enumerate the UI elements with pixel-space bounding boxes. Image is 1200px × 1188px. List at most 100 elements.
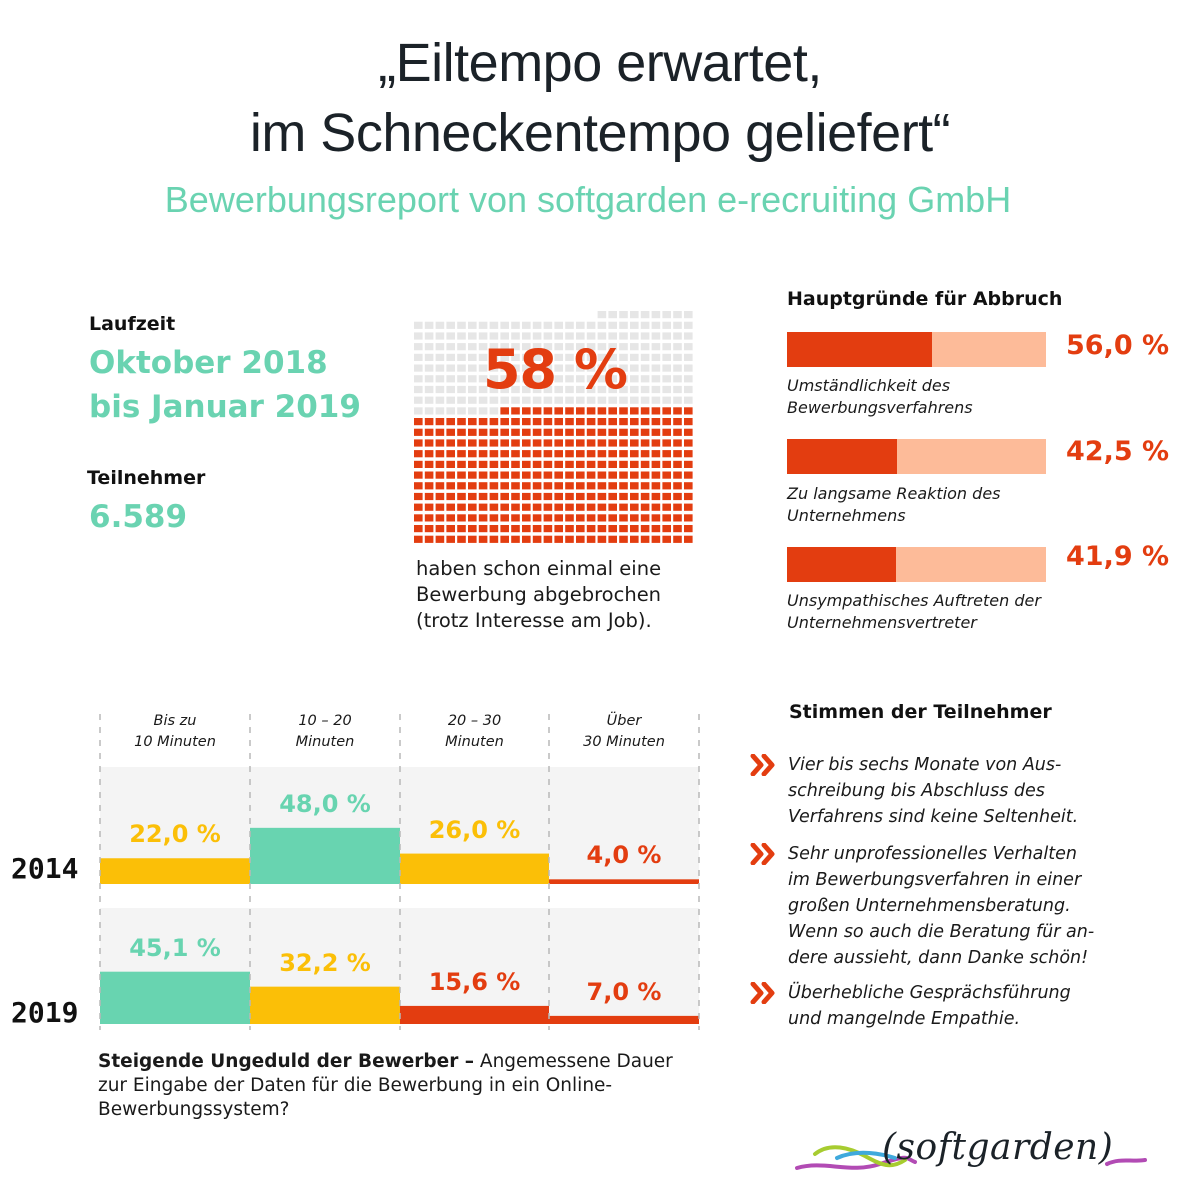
waffle-cell-filled bbox=[673, 428, 682, 436]
waffle-cell-filled bbox=[446, 450, 455, 458]
waffle-cell-empty bbox=[662, 364, 671, 372]
waffle-cell-empty bbox=[489, 353, 499, 361]
waffle-cell-filled bbox=[565, 418, 574, 426]
waffle-cell-empty bbox=[576, 321, 585, 329]
waffle-cell-filled bbox=[630, 482, 639, 490]
waffle-cell-filled bbox=[468, 460, 477, 468]
waffle-cell-filled bbox=[414, 439, 423, 447]
waffle-cell-empty bbox=[457, 396, 466, 404]
waffle-cell-empty bbox=[684, 311, 693, 319]
waffle-cell-filled bbox=[630, 525, 639, 533]
waffle-cell-filled bbox=[651, 503, 661, 511]
waffle-cell-filled bbox=[630, 471, 639, 479]
waffle-cell-empty bbox=[414, 321, 423, 329]
reason-bar bbox=[787, 439, 1046, 474]
waffle-cell-filled bbox=[532, 418, 542, 426]
waffle-cell-filled bbox=[619, 439, 628, 447]
waffle-cell-filled bbox=[597, 471, 607, 479]
waffle-cell-empty bbox=[511, 353, 520, 361]
waffle-cell-filled bbox=[489, 492, 499, 501]
reason-label: Zu langsame Reaktion des Unternehmens bbox=[787, 483, 1087, 527]
waffle-cell-filled bbox=[511, 535, 520, 543]
waffle-cell-empty bbox=[576, 353, 585, 361]
waffle-cell-empty bbox=[619, 353, 628, 361]
waffle-cell-filled bbox=[435, 514, 445, 522]
waffle-cell-filled bbox=[662, 525, 671, 533]
waffle-cell-empty bbox=[565, 364, 574, 372]
category-label: 20 – 30 Minuten bbox=[400, 711, 549, 753]
waffle-cell-filled bbox=[489, 460, 499, 468]
waffle-cell-filled bbox=[576, 514, 585, 522]
waffle-cell-empty bbox=[489, 407, 499, 415]
waffle-cell-empty bbox=[673, 364, 682, 372]
waffle-cell-filled bbox=[522, 407, 531, 415]
waffle-cell-filled bbox=[446, 460, 455, 468]
waffle-cell-filled bbox=[511, 407, 520, 415]
bar-value-label: 48,0 % bbox=[279, 789, 371, 818]
waffle-cell-empty bbox=[424, 343, 434, 351]
waffle-cell-empty bbox=[468, 332, 477, 340]
waffle-cell-empty bbox=[500, 321, 509, 329]
waffle-cell-filled bbox=[522, 418, 531, 426]
waffle-caption-line-2: Bewerbung abgebrochen bbox=[416, 583, 662, 606]
quote-line: dere aussieht, dann Danke schön! bbox=[788, 948, 1089, 968]
waffle-cell-empty bbox=[532, 364, 542, 372]
category-label-line: 10 Minuten bbox=[134, 734, 216, 750]
quote-line: im Bewerbungsverfahren in einer bbox=[788, 870, 1082, 890]
waffle-cell-filled bbox=[511, 503, 520, 511]
waffle-cell-empty bbox=[446, 364, 455, 372]
waffle-cell-empty bbox=[554, 385, 563, 394]
waffle-cell-filled bbox=[619, 525, 628, 533]
waffle-cell-filled bbox=[478, 450, 488, 458]
waffle-cell-filled bbox=[630, 450, 639, 458]
reason-bar-fill bbox=[787, 439, 898, 474]
waffle-cell-filled bbox=[586, 471, 596, 479]
waffle-cell-empty bbox=[500, 396, 509, 404]
waffle-cell-filled bbox=[435, 450, 445, 458]
quote-line: Verfahrens sind keine Seltenheit. bbox=[788, 807, 1079, 827]
waffle-cell-empty bbox=[446, 396, 455, 404]
waffle-cell-empty bbox=[543, 396, 553, 404]
waffle-cell-filled bbox=[414, 418, 423, 426]
waffle-cell-filled bbox=[522, 439, 531, 447]
waffle-cell-empty bbox=[489, 332, 499, 340]
waffle-cell-filled bbox=[586, 460, 596, 468]
waffle-cell-filled bbox=[489, 471, 499, 479]
waffle-cell-empty bbox=[511, 343, 520, 351]
waffle-cell-empty bbox=[630, 332, 639, 340]
waffle-cell-empty bbox=[435, 407, 445, 415]
waffle-cell-empty bbox=[586, 321, 596, 329]
waffle-cell-empty bbox=[489, 364, 499, 372]
waffle-cell-filled bbox=[662, 471, 671, 479]
waffle-cell-empty bbox=[565, 321, 574, 329]
waffle-cell-empty bbox=[673, 321, 682, 329]
waffle-cell-empty bbox=[424, 364, 434, 372]
waffle-caption-line-1: haben schon einmal eine bbox=[416, 557, 662, 580]
waffle-cell-empty bbox=[630, 396, 639, 404]
waffle-cell-filled bbox=[500, 503, 509, 511]
waffle-cell-filled bbox=[489, 535, 499, 543]
waffle-cell-empty bbox=[457, 364, 466, 372]
bar-value-label: 22,0 % bbox=[129, 820, 221, 849]
waffle-cell-empty bbox=[651, 343, 661, 351]
waffle-cell-empty bbox=[619, 375, 628, 383]
waffle-cell-filled bbox=[543, 492, 553, 501]
waffle-cell-filled bbox=[608, 492, 617, 501]
waffle-cell-filled bbox=[673, 450, 682, 458]
waffle-cell-filled bbox=[608, 407, 617, 415]
waffle-cell-filled bbox=[468, 439, 477, 447]
quote-text: Überhebliche Gesprächsführung und mangeln… bbox=[788, 980, 1168, 1032]
waffle-cell-filled bbox=[500, 428, 509, 436]
waffle-cell-filled bbox=[554, 525, 563, 533]
waffle-cell-filled bbox=[597, 407, 607, 415]
waffle-cell-filled bbox=[684, 439, 693, 447]
waffle-cell-filled bbox=[468, 535, 477, 543]
waffle-cell-filled bbox=[619, 450, 628, 458]
waffle-cell-empty bbox=[640, 385, 650, 394]
waffle-cell-filled bbox=[414, 471, 423, 479]
waffle-cell-filled bbox=[532, 460, 542, 468]
waffle-cell-filled bbox=[630, 407, 639, 415]
waffle-cell-empty bbox=[608, 385, 617, 394]
waffle-cell-empty bbox=[532, 343, 542, 351]
waffle-cell-filled bbox=[608, 418, 617, 426]
